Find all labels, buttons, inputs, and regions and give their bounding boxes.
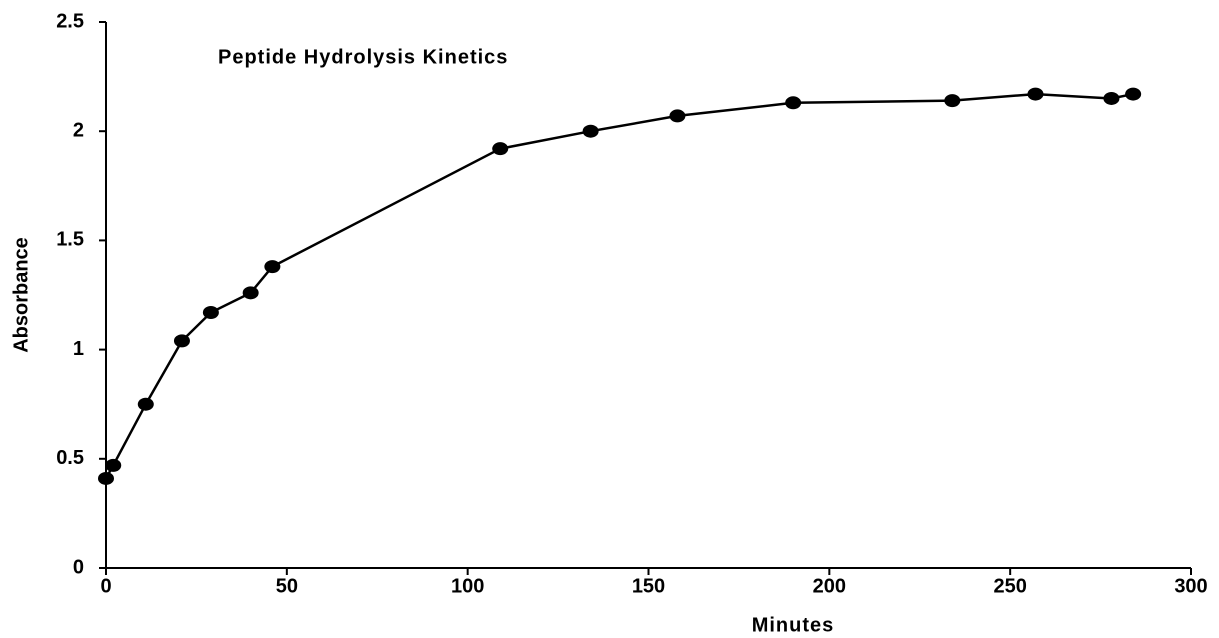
- data-point: [582, 124, 599, 138]
- data-point: [173, 334, 190, 348]
- data-point: [137, 397, 154, 411]
- x-tick-label: 300: [1174, 575, 1207, 597]
- data-point: [492, 142, 509, 156]
- y-tick-label: 0.5: [56, 447, 84, 469]
- y-tick-label: 2.5: [56, 10, 84, 32]
- y-tick-label: 1.5: [56, 229, 84, 251]
- y-tick-label: 0: [73, 556, 84, 578]
- data-point: [202, 305, 219, 319]
- data-line: [104, 92, 1134, 480]
- y-tick-label: 1: [73, 338, 84, 360]
- data-point: [1103, 91, 1120, 105]
- x-axis-label: Minutes: [752, 614, 835, 636]
- x-tick-label: 150: [632, 575, 665, 597]
- data-point: [98, 471, 114, 485]
- data-point: [1027, 87, 1044, 101]
- y-tick-label: 2: [73, 119, 84, 141]
- data-point: [785, 96, 802, 110]
- x-tick-label: 0: [100, 575, 111, 597]
- x-tick-label: 250: [993, 575, 1026, 597]
- x-tick-label: 50: [276, 575, 298, 597]
- chart-title: Peptide Hydrolysis Kinetics: [218, 46, 508, 68]
- x-tick-label: 100: [451, 575, 484, 597]
- data-point: [242, 286, 259, 300]
- y-axis-label: Absorbance: [10, 237, 32, 353]
- data-point: [264, 260, 281, 274]
- data-point: [669, 109, 686, 123]
- data-point: [1125, 87, 1142, 101]
- x-tick-label: 200: [813, 575, 846, 597]
- data-point: [105, 458, 122, 472]
- data-point: [944, 94, 961, 108]
